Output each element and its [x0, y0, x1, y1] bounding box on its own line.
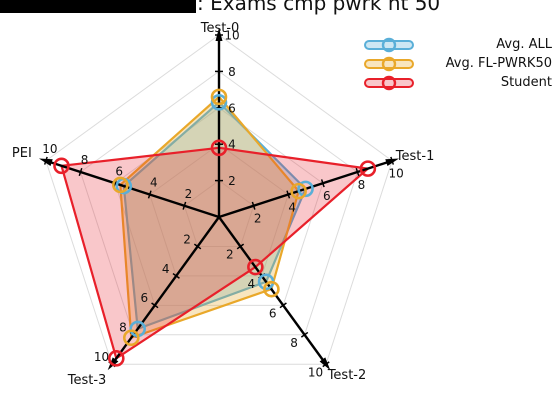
grid-ring	[114, 107, 324, 306]
chart-title: : Exams cmp pwrk nt 50	[197, 0, 441, 15]
tick-mark	[182, 201, 187, 210]
series-area-student	[60, 146, 369, 360]
tick-mark	[390, 156, 395, 165]
tick-label: 8	[119, 321, 127, 335]
grid-ring	[149, 143, 289, 277]
point-avg-all-test-0	[210, 94, 228, 111]
tick-label: 8	[358, 178, 366, 192]
axis-label-test-0: Test-0	[200, 21, 240, 36]
swatch-box	[364, 78, 414, 88]
tick-mark	[251, 201, 256, 210]
tick-mark	[286, 190, 291, 199]
point-student-test-2	[247, 258, 264, 276]
tick-label: 6	[228, 101, 236, 115]
axis-test-2	[218, 216, 327, 365]
tick-label: 2	[185, 187, 193, 201]
legend: Avg. ALL Avg. FL-PWRK50 Student	[360, 36, 552, 93]
point-student-pei	[53, 157, 70, 175]
tick-label: 4	[150, 176, 158, 190]
tick-label: 4	[162, 262, 170, 276]
redaction-bar	[0, 0, 196, 13]
legend-item-avg-all: Avg. ALL	[360, 36, 552, 55]
point-avg-fl-pwrk50-test-3	[122, 329, 140, 347]
tick-mark	[151, 302, 159, 309]
swatch-marker	[381, 75, 397, 91]
tick-mark	[279, 302, 287, 309]
tick-label: 6	[140, 291, 148, 305]
tick-label: 2	[183, 232, 191, 246]
tick-mark	[172, 272, 180, 279]
swatch-marker	[381, 37, 397, 53]
point-avg-fl-pwrk50-test-0	[210, 88, 228, 106]
axis-arrow	[319, 357, 331, 371]
axis-test-3	[111, 216, 220, 365]
tick-mark	[236, 243, 245, 250]
tick-mark	[320, 179, 325, 188]
point-student-test-3	[108, 350, 125, 367]
grid-ring	[183, 179, 255, 247]
legend-swatch-avg-all	[364, 37, 414, 53]
tick-label: 6	[323, 189, 331, 203]
point-student-test-1	[359, 160, 377, 177]
axis-label-test-2: Test-2	[327, 368, 367, 383]
axis-label-test-1: Test-1	[395, 149, 435, 164]
series-area-avg-fl-pwrk50	[119, 95, 300, 339]
point-avg-fl-pwrk50-pei	[112, 176, 129, 194]
legend-label-avg-fl-pwrk50: Avg. FL-PWRK50	[445, 56, 552, 71]
tick-label: 10	[224, 29, 239, 43]
tick-label: 8	[228, 65, 236, 79]
tick-label: 4	[288, 200, 296, 214]
tick-label: 2	[254, 212, 262, 226]
point-avg-fl-pwrk50-test-2	[263, 280, 280, 298]
point-student-test-0	[210, 139, 228, 157]
tick-label: 10	[42, 142, 57, 156]
tick-label: 10	[94, 350, 109, 364]
swatch-box	[364, 59, 414, 69]
grid-ring	[79, 70, 359, 336]
point-avg-all-test-1	[297, 180, 314, 198]
legend-swatch-avg-fl-pwrk50	[364, 56, 414, 72]
swatch-marker	[381, 56, 397, 72]
tick-mark	[43, 156, 48, 165]
tick-mark	[78, 167, 83, 177]
legend-item-avg-fl-pwrk50: Avg. FL-PWRK50	[360, 55, 552, 74]
point-avg-fl-pwrk50-test-1	[290, 182, 307, 200]
tick-label: 8	[81, 153, 89, 167]
tick-label: 6	[115, 164, 123, 178]
tick-mark	[355, 167, 360, 177]
axis-label-test-3: Test-3	[67, 373, 107, 388]
legend-swatch-student	[364, 75, 414, 91]
tick-label: 2	[228, 174, 236, 188]
legend-label-student: Student	[500, 75, 552, 90]
tick-label: 6	[269, 306, 277, 320]
grid-ring	[45, 34, 393, 365]
axis-label-pei: PEI	[12, 146, 32, 161]
tick-label: 4	[228, 138, 236, 152]
swatch-box	[364, 40, 414, 50]
tick-mark	[147, 190, 152, 199]
tick-label: 4	[247, 277, 255, 291]
tick-mark	[322, 361, 330, 368]
tick-label: 10	[388, 167, 403, 181]
legend-label-avg-all: Avg. ALL	[496, 37, 552, 52]
legend-item-student: Student	[360, 74, 552, 93]
axis-pei	[45, 159, 220, 219]
tick-mark	[300, 331, 309, 338]
tick-mark	[193, 243, 202, 250]
tick-label: 10	[308, 365, 323, 379]
tick-label: 2	[226, 248, 234, 262]
tick-label: 8	[290, 336, 298, 350]
